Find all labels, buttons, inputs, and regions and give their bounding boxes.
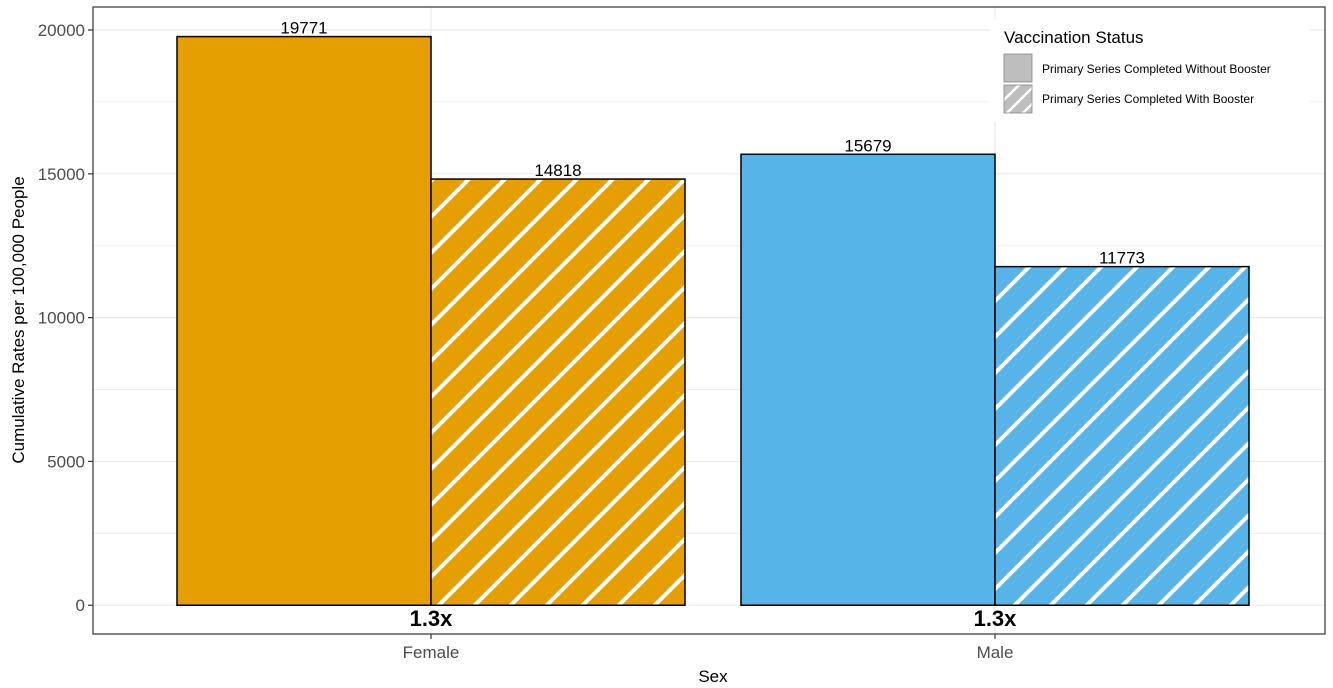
ratio-label: 1.3x [410,606,454,631]
plot-panel-border [92,6,1326,635]
x-tick-label: Male [977,643,1014,662]
legend-key-stripe [1003,84,1033,114]
bars [176,35,1250,606]
bar-stripe-overlay [431,179,685,606]
axis-ticks: 0 5000 10000 15000 20000 Female Male [38,21,1014,662]
bar-outline [994,265,1250,606]
data-label: 11773 [1099,249,1145,268]
y-tick-label: 15000 [38,165,85,184]
legend-entry-without-booster: Primary Series Completed Without Booster [1042,62,1271,76]
bar-female-without-booster [177,36,431,606]
bar-male-without-booster [741,154,995,606]
data-label: 15679 [844,136,891,155]
legend-entry-with-booster: Primary Series Completed With Booster [1042,92,1254,106]
x-tick-label: Female [403,643,460,662]
data-label: 14818 [534,161,581,180]
legend: Vaccination Status Primary Series Comple… [990,20,1310,122]
y-tick-label: 10000 [38,309,85,328]
legend-title: Vaccination Status [1004,28,1144,47]
y-axis-title: Cumulative Rates per 100,000 People [9,176,28,463]
legend-key-solid [1003,53,1033,83]
bar-stripe-overlay [995,266,1249,606]
y-tick-label: 5000 [47,452,85,471]
legend-background [990,20,1310,122]
y-tick-label: 0 [76,596,85,615]
x-axis-title: Sex [698,667,728,686]
data-labels: 19771 14818 1.3x 15679 11773 1.3x [280,19,1145,632]
data-label: 19771 [280,19,327,38]
bar-outline [430,178,686,606]
ratio-label: 1.3x [974,606,1018,631]
y-tick-label: 20000 [38,21,85,40]
